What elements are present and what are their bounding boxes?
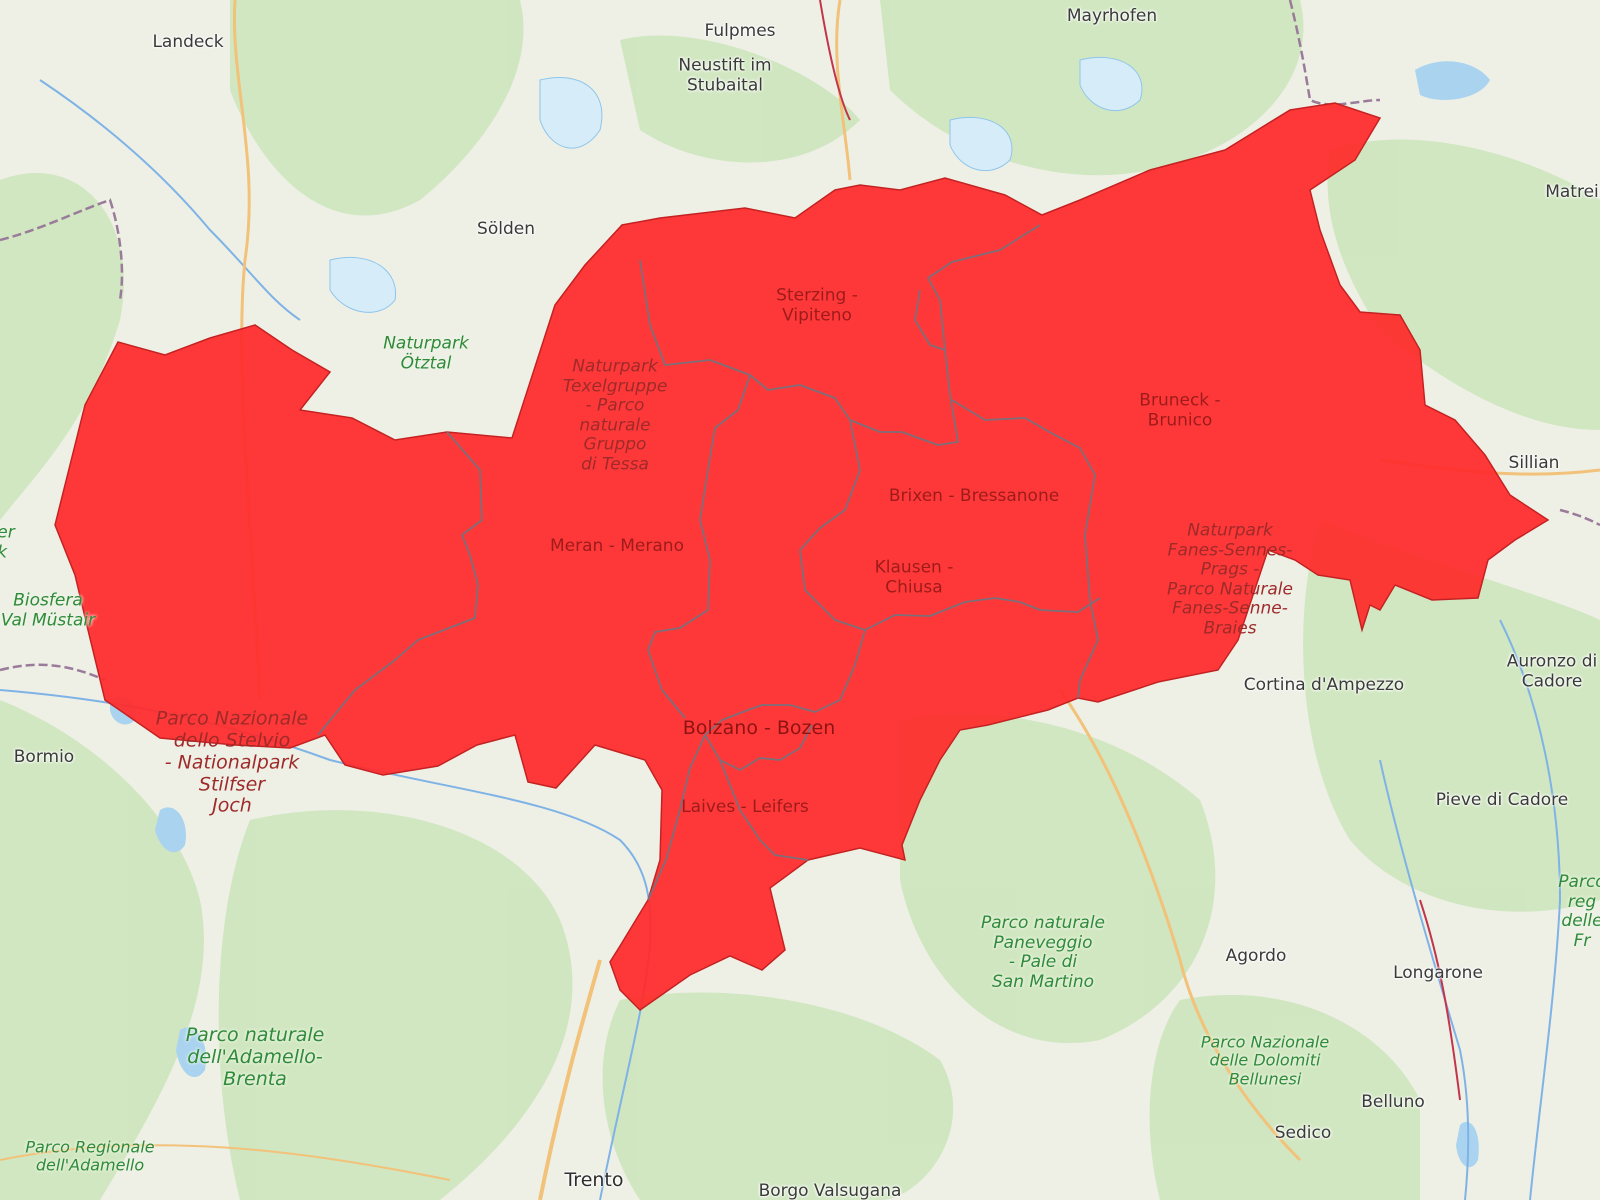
district-border [647,734,706,901]
forest-area [900,713,1216,1044]
place-label-meran: Meran - Merano [550,536,684,557]
glacier [539,76,603,149]
lake [1415,61,1490,100]
park-label-biosfera: Biosfera Val Müstair [0,590,96,630]
forest-area [620,35,860,163]
border-line [1559,508,1600,527]
place-label-cortina: Cortina d'Ampezzo [1243,675,1405,696]
district-border [704,629,866,771]
place-label-belluno: Belluno [1361,1092,1425,1113]
park-label-edge: er k [0,522,15,562]
place-label-fulpmes: Fulpmes [704,21,776,42]
district-border [849,224,1041,446]
place-label-klausen: Klausen - Chiusa [874,557,954,597]
border-line [1288,0,1381,106]
lake [155,807,186,853]
place-label-brixen: Brixen - Bressanone [888,486,1060,507]
railway [1419,899,1461,1101]
place-label-landeck: Landeck [152,32,224,53]
place-label-mayrhofen: Mayrhofen [1066,6,1158,27]
forest-area [218,810,573,1200]
border-line [0,198,124,301]
place-label-longarone: Longarone [1393,963,1483,984]
place-label-pieve: Pieve di Cadore [1435,790,1569,811]
forest-area [1303,520,1600,912]
place-label-sterzing: Sterzing - Vipiteno [776,285,858,325]
park-label-regionale-adamello: Parco Regionale dell'Adamello [25,1137,155,1175]
glacier [329,256,397,313]
place-label-trento: Trento [564,1169,624,1192]
forest-area [1327,139,1600,430]
border-line [0,663,106,682]
forest-area [230,0,524,216]
place-label-auronzo: Auronzo di Cadore [1506,651,1598,691]
forest-area [0,700,204,1200]
place-label-borgo: Borgo Valsugana [758,1181,902,1200]
place-label-neustift: Neustift im Stubaital [678,55,772,95]
place-label-agordo: Agordo [1225,946,1287,967]
place-label-bolzano: Bolzano - Bozen [682,717,836,740]
national-borders [0,0,1600,682]
place-label-bruneck: Bruneck - Brunico [1139,390,1221,430]
glaciers [329,56,1143,313]
district-border [914,289,946,351]
road [0,1144,451,1181]
place-label-bormio: Bormio [13,747,75,768]
park-label-fanes: Naturpark Fanes-Sennes- Prags - Parco Na… [1167,520,1293,639]
district-border [799,419,1101,631]
lake [176,1027,206,1078]
water-bodies [110,61,1490,1168]
district-border [317,431,483,736]
district-border [719,759,809,861]
road [538,959,602,1200]
forest-area [0,172,124,520]
forest-area [1149,994,1420,1200]
park-label-dolomiti: Parco Nazionale delle Dolomiti Bellunesi [1200,1032,1330,1089]
district-borders [317,224,1101,901]
park-label-paneveggio: Parco naturale Paneveggio - Pale di San … [980,912,1106,992]
railway [819,0,851,121]
park-label-texelgruppe: Naturpark Texelgruppe - Parco naturale G… [562,356,668,475]
place-label-matrei: Matrei [1545,182,1599,203]
district-border [647,374,751,719]
place-label-soelden: Sölden [477,219,535,240]
place-label-laives: Laives - Leifers [681,797,809,818]
park-label-stelvio: Parco Nazionale dello Stelvio - National… [155,707,309,817]
river [1499,619,1562,1200]
place-label-sedico: Sedico [1274,1123,1332,1144]
park-label-regionale-edge: Parco reg delle Fr [1558,871,1600,951]
river [39,79,301,321]
glacier [1079,56,1143,112]
district-border [951,399,1099,699]
place-label-sillian: Sillian [1508,453,1560,474]
forest-area [602,992,954,1200]
road [1058,689,1302,1162]
park-label-oetztal: Naturpark Ötztal [383,333,469,373]
river [1379,759,1470,1200]
park-label-adamello-brenta: Parco naturale dell'Adamello- Brenta [185,1024,325,1090]
glacier [949,116,1013,172]
